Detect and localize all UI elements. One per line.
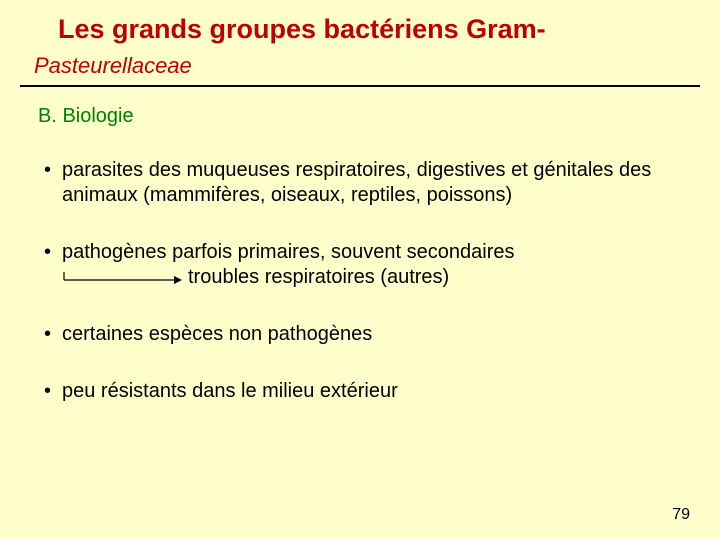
page-number: 79 (672, 506, 690, 524)
arrow-icon (62, 265, 182, 290)
bullet-text: certaines espèces non pathogènes (62, 322, 690, 347)
bullet-item: • pathogènes parfois primaires, souvent … (44, 240, 690, 290)
bullet-marker: • (44, 158, 62, 183)
divider-line (20, 85, 700, 87)
bullet-marker: • (44, 240, 62, 265)
arrow-target-text: troubles respiratoires (autres) (188, 266, 449, 288)
bullet-marker: • (44, 322, 62, 347)
slide-container: Les grands groupes bactériens Gram- Past… (0, 0, 720, 540)
bullet-item: • parasites des muqueuses respiratoires,… (44, 158, 690, 208)
section-heading: B. Biologie (0, 105, 720, 128)
bullet-main-text: pathogènes parfois primaires, souvent se… (62, 241, 514, 263)
slide-subtitle: Pasteurellaceae (0, 53, 720, 79)
bullet-item: • peu résistants dans le milieu extérieu… (44, 379, 690, 404)
bullet-text: peu résistants dans le milieu extérieur (62, 379, 690, 404)
bullet-text: pathogènes parfois primaires, souvent se… (62, 240, 690, 290)
slide-title: Les grands groupes bactériens Gram- (0, 14, 720, 45)
bullet-text: parasites des muqueuses respiratoires, d… (62, 158, 690, 208)
bullet-list: • parasites des muqueuses respiratoires,… (0, 158, 720, 404)
bullet-marker: • (44, 379, 62, 404)
bullet-item: • certaines espèces non pathogènes (44, 322, 690, 347)
